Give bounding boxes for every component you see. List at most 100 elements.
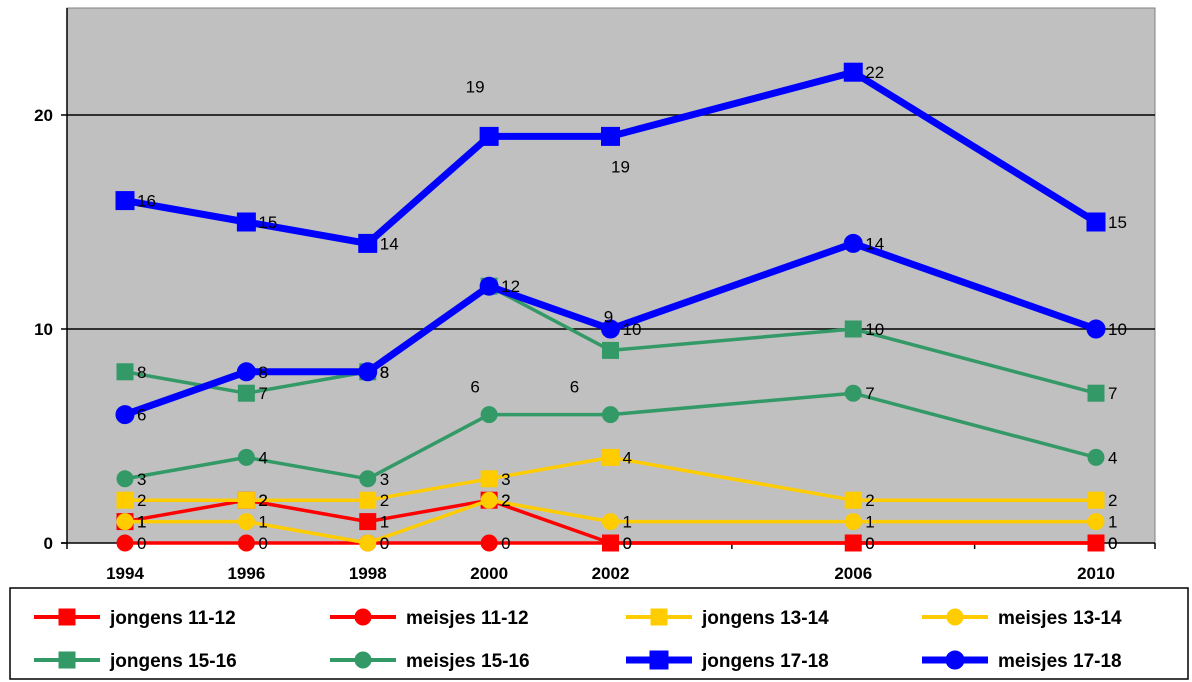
data-label-meisjes-17-18-2010: 10 bbox=[1108, 320, 1127, 339]
data-label-meisjes-17-18-1996: 8 bbox=[258, 363, 267, 382]
legend-marker-jongens-13-14 bbox=[650, 608, 668, 626]
legend-marker-meisjes-15-16 bbox=[354, 651, 372, 669]
x-tick-label-2002: 2002 bbox=[592, 564, 630, 583]
point-meisjes-17-18-1998 bbox=[358, 362, 378, 382]
point-meisjes-17-18-1994 bbox=[115, 405, 135, 425]
legend-label-meisjes-11-12: meisjes 11-12 bbox=[406, 608, 529, 629]
legend-marker-meisjes-11-12 bbox=[354, 608, 372, 626]
point-meisjes-13-14-2010 bbox=[1087, 513, 1105, 531]
x-tick-label-2010: 2010 bbox=[1077, 564, 1115, 583]
data-label-meisjes-11-12-1996: 0 bbox=[258, 534, 267, 553]
legend-marker-jongens-11-12 bbox=[58, 608, 76, 626]
point-meisjes-11-12-1996 bbox=[237, 534, 255, 552]
data-label-meisjes-11-12-1998: 0 bbox=[380, 534, 389, 553]
legend-marker-jongens-15-16 bbox=[58, 651, 76, 669]
data-label-jongens-17-18-1994: 16 bbox=[137, 192, 156, 211]
data-label-meisjes-11-12-2000: 0 bbox=[501, 534, 510, 553]
data-label-meisjes-17-18-2002: 10 bbox=[623, 320, 642, 339]
legend-label-jongens-17-18: jongens 17-18 bbox=[701, 651, 829, 672]
data-label-meisjes-13-14-1996: 1 bbox=[258, 513, 267, 532]
data-label-jongens-17-18-2000: 19 bbox=[466, 77, 485, 96]
data-label-jongens-15-16-2010: 7 bbox=[1108, 384, 1117, 403]
legend-item-meisjes-15-16: meisjes 15-16 bbox=[330, 651, 530, 672]
data-label-meisjes-13-14-1998: 0 bbox=[380, 534, 389, 553]
legend-label-meisjes-17-18: meisjes 17-18 bbox=[998, 651, 1122, 672]
point-meisjes-15-16-2010 bbox=[1087, 448, 1105, 466]
data-label-jongens-17-18-1998: 14 bbox=[380, 234, 399, 253]
data-label-meisjes-13-14-2000: 2 bbox=[501, 491, 510, 510]
point-jongens-13-14-2000 bbox=[480, 470, 498, 488]
series-meisjes-17-18 bbox=[115, 233, 1106, 425]
x-tick-label-2006: 2006 bbox=[834, 564, 872, 583]
point-meisjes-17-18-2002 bbox=[601, 319, 620, 339]
data-label-meisjes-11-12-2006: 0 bbox=[865, 534, 874, 553]
point-meisjes-11-12-2000 bbox=[480, 534, 498, 552]
legend-item-meisjes-11-12: meisjes 11-12 bbox=[330, 608, 529, 629]
data-label-jongens-11-12-1998: 1 bbox=[380, 513, 389, 532]
x-tick-label-1998: 1998 bbox=[349, 564, 387, 583]
data-label-meisjes-17-18-1994: 6 bbox=[137, 406, 146, 425]
point-jongens-13-14-1998 bbox=[359, 491, 377, 509]
point-meisjes-15-16-2000 bbox=[480, 406, 498, 424]
series-group bbox=[115, 62, 1106, 552]
data-label-jongens-17-18-2010: 15 bbox=[1108, 213, 1127, 232]
point-meisjes-11-12-1994 bbox=[116, 534, 134, 552]
data-label-meisjes-15-16-2000: 6 bbox=[470, 378, 479, 397]
point-jongens-13-14-2010 bbox=[1087, 491, 1105, 509]
y-tick-label-10: 10 bbox=[34, 320, 53, 339]
point-meisjes-13-14-2006 bbox=[844, 513, 862, 531]
point-jongens-15-16-2010 bbox=[1087, 384, 1105, 402]
point-meisjes-11-12-2006 bbox=[844, 534, 862, 552]
data-label-meisjes-11-12-1994: 0 bbox=[137, 534, 146, 553]
point-meisjes-11-12-2002 bbox=[602, 534, 619, 552]
point-jongens-17-18-1996 bbox=[236, 212, 256, 232]
data-label-jongens-13-14-1998: 2 bbox=[380, 491, 389, 510]
data-label-jongens-11-12-1996: 2 bbox=[258, 491, 267, 510]
point-meisjes-13-14-1994 bbox=[116, 513, 134, 531]
data-label-meisjes-17-18-2000: 12 bbox=[501, 277, 520, 296]
point-meisjes-15-16-1994 bbox=[116, 470, 134, 488]
point-jongens-17-18-2010 bbox=[1086, 212, 1106, 232]
point-meisjes-17-18-2000 bbox=[479, 276, 499, 296]
point-meisjes-13-14-2002 bbox=[602, 513, 619, 531]
point-meisjes-17-18-2006 bbox=[843, 233, 863, 253]
point-meisjes-13-14-2000 bbox=[480, 491, 498, 509]
data-label-meisjes-15-16-2002: 6 bbox=[570, 378, 579, 397]
data-label-meisjes-15-16-1996: 4 bbox=[258, 448, 267, 467]
y-tick-label-20: 20 bbox=[34, 106, 53, 125]
x-tick-label-1994: 1994 bbox=[106, 564, 144, 583]
point-jongens-17-18-1994 bbox=[115, 191, 135, 211]
point-jongens-15-16-2002 bbox=[602, 341, 619, 359]
legend-marker-jongens-17-18 bbox=[649, 650, 669, 670]
data-label-meisjes-13-14-1994: 1 bbox=[137, 513, 146, 532]
data-label-meisjes-11-12-2002: 0 bbox=[623, 534, 632, 553]
series-meisjes-13-14 bbox=[116, 491, 1105, 552]
legend: jongens 11-12 meisjes 11-12 jongens 13-14 m… bbox=[9, 587, 1189, 680]
series-meisjes-15-16 bbox=[116, 384, 1105, 488]
legend-item-jongens-11-12: jongens 11-12 bbox=[34, 608, 236, 629]
point-jongens-17-18-2006 bbox=[843, 62, 863, 82]
point-jongens-17-18-2000 bbox=[479, 126, 499, 146]
data-label-meisjes-13-14-2010: 1 bbox=[1108, 513, 1117, 532]
point-jongens-13-14-1996 bbox=[237, 491, 255, 509]
point-jongens-15-16-2006 bbox=[844, 320, 862, 338]
data-label-jongens-13-14-2000: 3 bbox=[501, 470, 510, 489]
data-label-meisjes-13-14-2002: 1 bbox=[623, 513, 632, 532]
data-label-jongens-15-16-2006: 10 bbox=[865, 320, 884, 339]
data-label-jongens-15-16-1994: 8 bbox=[137, 363, 146, 382]
data-label-jongens-11-12-1994: 1 bbox=[137, 513, 146, 532]
data-label-meisjes-15-16-2006: 7 bbox=[865, 384, 874, 403]
legend-label-meisjes-13-14: meisjes 13-14 bbox=[998, 608, 1122, 629]
point-meisjes-15-16-2002 bbox=[602, 406, 619, 424]
point-meisjes-13-14-1998 bbox=[359, 534, 377, 552]
point-jongens-13-14-1994 bbox=[116, 491, 134, 509]
y-tick-label-0: 0 bbox=[44, 534, 53, 553]
series-jongens-17-18 bbox=[115, 62, 1106, 253]
point-meisjes-15-16-2006 bbox=[844, 384, 862, 402]
series-meisjes-11-12 bbox=[116, 534, 1105, 552]
data-label-jongens-13-14-1996: 2 bbox=[258, 491, 267, 510]
data-label-jongens-17-18-2002: 19 bbox=[611, 157, 630, 176]
legend-item-jongens-17-18: jongens 17-18 bbox=[626, 650, 829, 672]
